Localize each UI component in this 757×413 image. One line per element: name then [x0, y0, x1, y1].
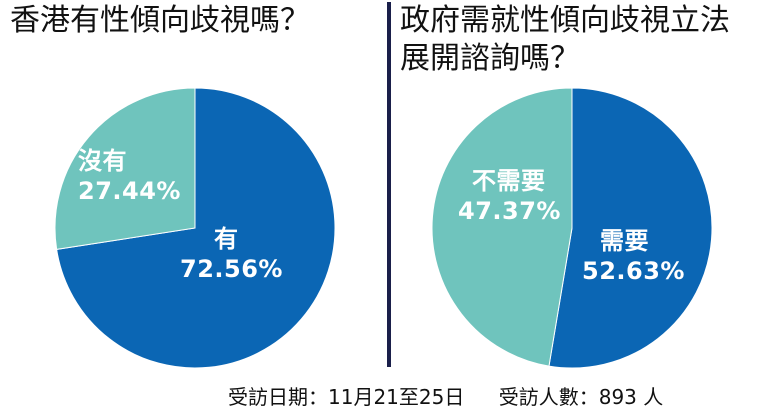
slice-value-no: 27.44% — [78, 177, 181, 205]
slice-value-not-needed: 47.37% — [458, 197, 561, 225]
pie-left-slice-0 — [56, 87, 336, 369]
slice-label-no: 沒有 27.44% — [78, 146, 181, 206]
chart-left-title: 香港有性傾向歧視嗎？ — [10, 3, 310, 38]
panel-divider — [387, 2, 391, 367]
survey-respondents: 受訪人數：893 人 — [498, 385, 664, 409]
slice-value-needed: 52.63% — [582, 257, 685, 285]
slice-name-not-needed: 不需要 — [472, 167, 546, 195]
chart-right: 政府需就性傾向歧視立法展開諮詢嗎？ 不需要 47.37% 需要 52.63% — [392, 0, 757, 385]
pie-left-slice-1 — [54, 87, 196, 250]
slice-name-yes: 有 — [214, 225, 239, 253]
slice-value-yes: 72.56% — [180, 255, 283, 283]
chart-left: 香港有性傾向歧視嗎？ 沒有 27.44% 有 72.56% — [0, 0, 388, 385]
slice-name-no: 沒有 — [78, 147, 127, 175]
slice-label-yes: 有 72.56% — [180, 224, 283, 284]
pie-right-slice-0 — [548, 87, 713, 369]
slice-label-not-needed: 不需要 47.37% — [458, 166, 561, 226]
pie-chart-left — [54, 87, 336, 369]
slice-label-needed: 需要 52.63% — [582, 226, 685, 286]
survey-footer: 受訪日期：11月21至25日 受訪人數：893 人 — [228, 384, 663, 410]
pie-chart-right — [431, 87, 713, 369]
survey-period: 受訪日期：11月21至25日 — [228, 385, 465, 409]
pie-right-slice-1 — [431, 87, 573, 367]
chart-right-title: 政府需就性傾向歧視立法展開諮詢嗎？ — [400, 3, 730, 76]
slice-name-needed: 需要 — [600, 227, 649, 255]
